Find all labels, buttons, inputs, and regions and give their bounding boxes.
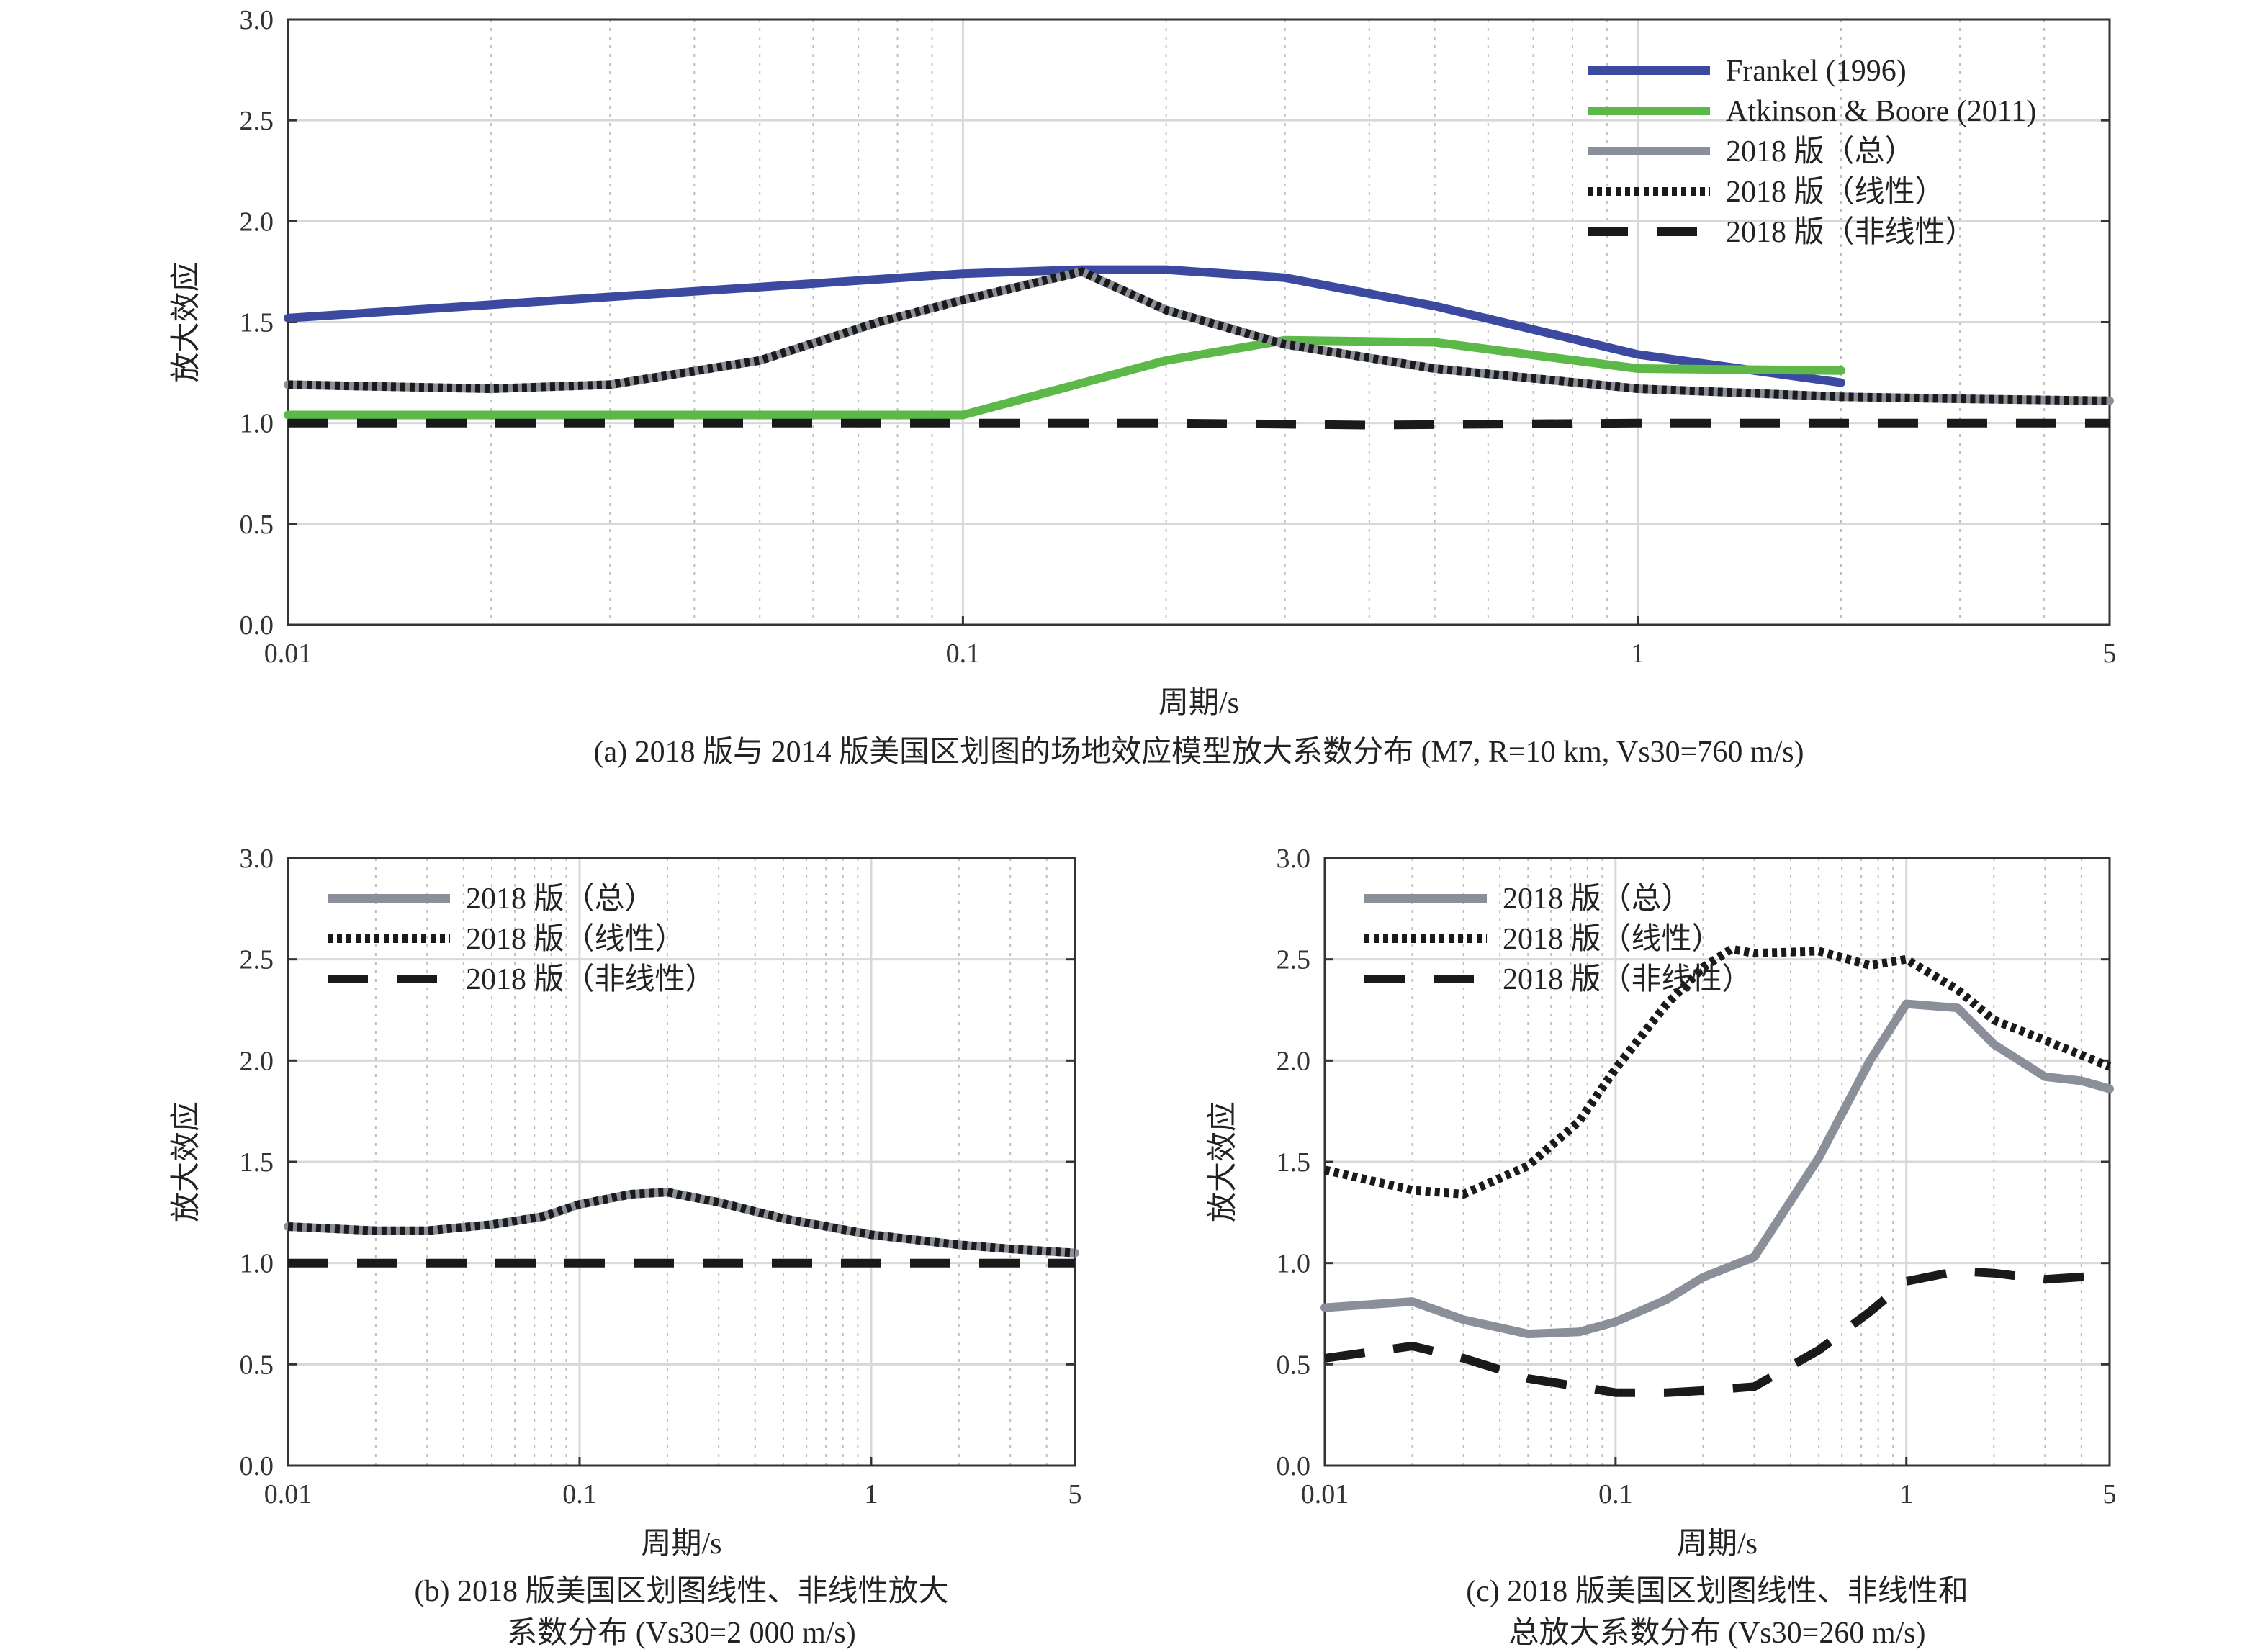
figure-caption: (b) 2018 版美国区划图线性、非线性放大 <box>415 1575 949 1608</box>
series-line-4 <box>288 418 2110 430</box>
x-tick-label: 0.01 <box>264 638 312 669</box>
x-tick-label: 0.01 <box>264 1479 312 1509</box>
y-tick-label: 2.5 <box>240 945 274 975</box>
series-line-2 <box>1324 1266 2110 1397</box>
x-tick-label: 1 <box>1899 1479 1913 1509</box>
legend-label: 2018 版（非线性） <box>1726 216 1976 249</box>
x-axis-label: 周期/s <box>641 1527 721 1561</box>
y-tick-label: 0.0 <box>240 610 274 641</box>
ticks: 0.0 0.5 1.0 1.5 2.0 2.5 3.0 0.01 0.1 1 5 <box>240 844 1082 1509</box>
ticks: 0.0 0.5 1.0 1.5 2.0 2.5 3.0 0.01 0.1 1 5 <box>1277 844 2117 1509</box>
series-line-1 <box>287 1188 1076 1258</box>
x-tick-label: 0.01 <box>1301 1479 1349 1509</box>
y-axis-label: 放大效应 <box>169 1101 203 1222</box>
figure-caption: 系数分布 (Vs30=2 000 m/s) <box>507 1617 856 1650</box>
legend-label: 2018 版（线性） <box>1503 923 1722 956</box>
figure-caption: 总放大系数分布 (Vs30=260 m/s) <box>1508 1617 1925 1650</box>
legend-label: Frankel (1996) <box>1726 55 1907 88</box>
chart-a: 0.0 0.5 1.0 1.5 2.0 2.5 3.0 0.01 0.1 1 5 周期/s 放大效应 Fr… <box>169 5 2117 769</box>
x-tick-label: 0.1 <box>946 638 981 669</box>
y-tick-label: 3.0 <box>1277 844 1311 874</box>
series-group <box>284 265 2114 430</box>
y-tick-label: 0.0 <box>240 1451 274 1481</box>
chart-c: 0.0 0.5 1.0 1.5 2.0 2.5 3.0 0.01 0.1 1 5 周期/s 放大效应 20… <box>1206 844 2117 1650</box>
figure-caption: (c) 2018 版美国区划图线性、非线性和 <box>1466 1575 1968 1608</box>
y-tick-label: 2.5 <box>1277 945 1311 975</box>
legend-label: 2018 版（非线性） <box>1503 963 1752 996</box>
y-tick-label: 1.0 <box>240 409 274 439</box>
ticks: 0.0 0.5 1.0 1.5 2.0 2.5 3.0 0.01 0.1 1 5 <box>240 5 2117 669</box>
chart-b: 0.0 0.5 1.0 1.5 2.0 2.5 3.0 0.01 0.1 1 5 周期/s 放大效应 20… <box>169 844 1082 1650</box>
grid <box>288 858 1076 1466</box>
series-line-3 <box>287 267 2110 405</box>
legend: 2018 版（总） 2018 版（线性） 2018 版（非线性） <box>328 883 716 996</box>
series-line-1 <box>1323 944 2112 1199</box>
legend-label: 2018 版（非线性） <box>466 963 716 996</box>
x-tick-label: 0.1 <box>562 1479 597 1509</box>
y-tick-label: 0.0 <box>1277 1451 1311 1481</box>
x-axis-label: 周期/s <box>1677 1527 1758 1561</box>
legend: 2018 版（总） 2018 版（线性） 2018 版（非线性） <box>1364 883 1752 996</box>
legend-label: 2018 版（线性） <box>466 923 685 956</box>
legend-label: 2018 版（线性） <box>1726 176 1945 209</box>
y-tick-label: 0.5 <box>240 510 274 540</box>
y-tick-label: 0.5 <box>240 1350 274 1380</box>
x-tick-label: 1 <box>864 1479 878 1509</box>
y-tick-label: 2.0 <box>240 207 274 237</box>
y-tick-label: 1.5 <box>240 308 274 338</box>
legend-label: Atkinson & Boore (2011) <box>1726 95 2036 128</box>
y-tick-label: 1.5 <box>1277 1147 1311 1178</box>
figure-caption: (a) 2018 版与 2014 版美国区划图的场地效应模型放大系数分布 (M7… <box>593 735 1804 769</box>
y-tick-label: 2.5 <box>240 106 274 136</box>
x-tick-label: 0.1 <box>1598 1479 1633 1509</box>
y-tick-label: 3.0 <box>240 5 274 35</box>
series-group <box>1320 944 2114 1397</box>
y-axis-label: 放大效应 <box>1206 1101 1240 1222</box>
series-group <box>284 1188 1079 1268</box>
legend-label: 2018 版（总） <box>1503 883 1692 916</box>
y-tick-label: 1.5 <box>240 1147 274 1178</box>
grid <box>1325 858 2110 1466</box>
series-line-0 <box>284 265 1845 387</box>
y-tick-label: 2.0 <box>1277 1046 1311 1076</box>
x-axis-label: 周期/s <box>1158 687 1239 720</box>
legend: Frankel (1996) Atkinson & Boore (2011) 201… <box>1588 55 2036 249</box>
y-axis-label: 放大效应 <box>169 261 203 382</box>
y-tick-label: 1.0 <box>1277 1249 1311 1279</box>
series-line-0 <box>1320 999 2114 1339</box>
legend-label: 2018 版（总） <box>466 883 655 916</box>
x-tick-label: 5 <box>2103 638 2117 669</box>
y-tick-label: 2.0 <box>240 1046 274 1076</box>
x-tick-label: 5 <box>1068 1479 1082 1509</box>
x-tick-label: 5 <box>2103 1479 2117 1509</box>
y-tick-label: 0.5 <box>1277 1350 1311 1380</box>
legend-label: 2018 版（总） <box>1726 135 1915 168</box>
y-tick-label: 3.0 <box>240 844 274 874</box>
x-tick-label: 1 <box>1631 638 1644 669</box>
y-tick-label: 1.0 <box>240 1249 274 1279</box>
